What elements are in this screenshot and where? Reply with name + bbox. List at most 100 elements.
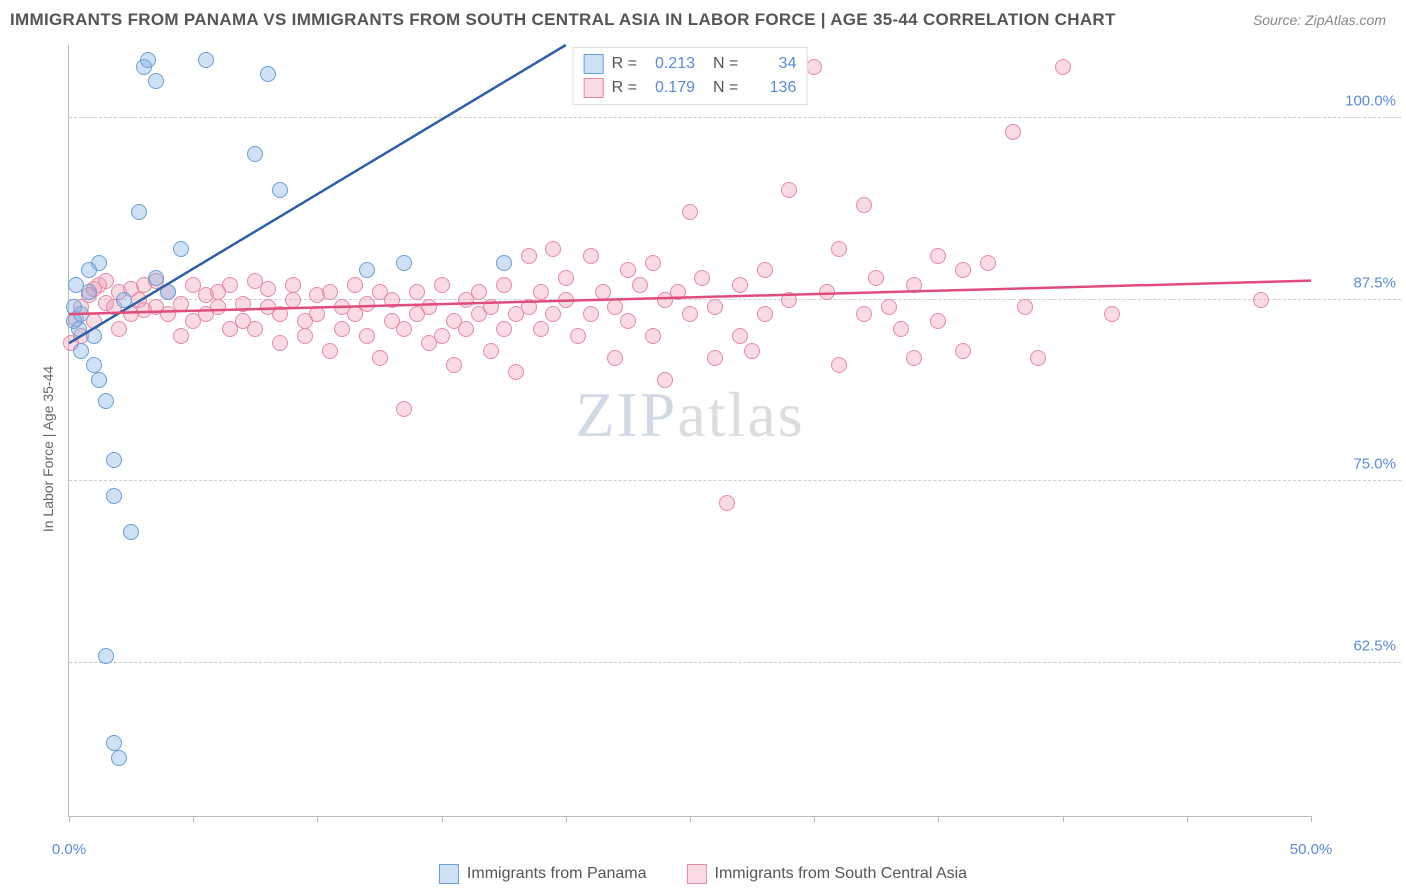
x-tick bbox=[69, 816, 70, 822]
swatch-sca-icon bbox=[584, 78, 604, 98]
scatter-point bbox=[831, 357, 847, 373]
gridline-h bbox=[69, 117, 1401, 118]
scatter-point bbox=[98, 393, 114, 409]
scatter-point bbox=[732, 328, 748, 344]
scatter-point bbox=[856, 306, 872, 322]
scatter-point bbox=[533, 321, 549, 337]
scatter-point bbox=[682, 204, 698, 220]
scatter-point bbox=[595, 284, 611, 300]
series-legend: Immigrants from Panama Immigrants from S… bbox=[439, 864, 967, 884]
scatter-point bbox=[446, 357, 462, 373]
scatter-point bbox=[955, 262, 971, 278]
scatter-point bbox=[272, 306, 288, 322]
scatter-point bbox=[347, 277, 363, 293]
scatter-point bbox=[657, 372, 673, 388]
scatter-point bbox=[496, 277, 512, 293]
scatter-point bbox=[496, 321, 512, 337]
scatter-point bbox=[570, 328, 586, 344]
scatter-point bbox=[707, 350, 723, 366]
scatter-point bbox=[583, 248, 599, 264]
scatter-point bbox=[210, 299, 226, 315]
scatter-point bbox=[955, 343, 971, 359]
scatter-point bbox=[160, 284, 176, 300]
scatter-point bbox=[111, 321, 127, 337]
scatter-point bbox=[670, 284, 686, 300]
scatter-point bbox=[558, 270, 574, 286]
scatter-point bbox=[694, 270, 710, 286]
scatter-point bbox=[1055, 59, 1071, 75]
scatter-point bbox=[856, 197, 872, 213]
scatter-point bbox=[148, 270, 164, 286]
scatter-point bbox=[893, 321, 909, 337]
scatter-point bbox=[98, 648, 114, 664]
scatter-point bbox=[116, 292, 132, 308]
scatter-point bbox=[111, 750, 127, 766]
scatter-point bbox=[744, 343, 760, 359]
scatter-point bbox=[73, 306, 89, 322]
x-tick-label: 50.0% bbox=[1290, 841, 1333, 858]
scatter-point bbox=[645, 328, 661, 344]
scatter-point bbox=[620, 262, 636, 278]
scatter-point bbox=[682, 306, 698, 322]
scatter-point bbox=[1104, 306, 1120, 322]
gridline-h bbox=[69, 662, 1401, 663]
scatter-point bbox=[471, 284, 487, 300]
scatter-point bbox=[372, 350, 388, 366]
swatch-panama-icon bbox=[584, 54, 604, 74]
scatter-point bbox=[359, 296, 375, 312]
x-tick-label: 0.0% bbox=[52, 841, 86, 858]
scatter-point bbox=[140, 52, 156, 68]
scatter-point bbox=[558, 292, 574, 308]
legend-item-panama: Immigrants from Panama bbox=[439, 864, 647, 884]
scatter-point bbox=[309, 306, 325, 322]
scatter-point bbox=[71, 321, 87, 337]
chart-area: In Labor Force | Age 35-44 ZIPatlas R = … bbox=[40, 45, 1401, 837]
x-tick bbox=[566, 816, 567, 822]
scatter-point bbox=[508, 364, 524, 380]
scatter-point bbox=[434, 277, 450, 293]
scatter-point bbox=[819, 284, 835, 300]
scatter-point bbox=[1253, 292, 1269, 308]
scatter-point bbox=[421, 299, 437, 315]
scatter-point bbox=[868, 270, 884, 286]
scatter-point bbox=[483, 343, 499, 359]
correlation-row-panama: R = 0.213 N = 34 bbox=[584, 52, 797, 76]
scatter-point bbox=[272, 182, 288, 198]
correlation-row-sca: R = 0.179 N = 136 bbox=[584, 76, 797, 100]
scatter-point bbox=[930, 313, 946, 329]
scatter-point bbox=[173, 241, 189, 257]
scatter-point bbox=[198, 52, 214, 68]
y-tick-label: 87.5% bbox=[1316, 274, 1396, 291]
x-tick bbox=[317, 816, 318, 822]
x-tick bbox=[193, 816, 194, 822]
scatter-point bbox=[757, 262, 773, 278]
scatter-point bbox=[396, 321, 412, 337]
scatter-plot: ZIPatlas R = 0.213 N = 34 R = 0.179 N = … bbox=[68, 45, 1311, 817]
scatter-point bbox=[632, 277, 648, 293]
scatter-point bbox=[607, 299, 623, 315]
x-tick bbox=[1063, 816, 1064, 822]
scatter-point bbox=[1030, 350, 1046, 366]
scatter-point bbox=[545, 306, 561, 322]
y-tick-label: 62.5% bbox=[1316, 638, 1396, 655]
scatter-point bbox=[272, 335, 288, 351]
scatter-point bbox=[533, 284, 549, 300]
scatter-point bbox=[235, 296, 251, 312]
x-tick bbox=[442, 816, 443, 822]
scatter-point bbox=[322, 284, 338, 300]
y-tick-label: 75.0% bbox=[1316, 456, 1396, 473]
scatter-point bbox=[521, 299, 537, 315]
scatter-point bbox=[73, 343, 89, 359]
scatter-point bbox=[322, 343, 338, 359]
scatter-point bbox=[781, 182, 797, 198]
scatter-point bbox=[247, 146, 263, 162]
scatter-point bbox=[260, 66, 276, 82]
scatter-point bbox=[757, 306, 773, 322]
scatter-point bbox=[1005, 124, 1021, 140]
scatter-point bbox=[806, 59, 822, 75]
scatter-point bbox=[732, 277, 748, 293]
scatter-point bbox=[545, 241, 561, 257]
scatter-point bbox=[831, 241, 847, 257]
scatter-point bbox=[521, 248, 537, 264]
scatter-point bbox=[583, 306, 599, 322]
